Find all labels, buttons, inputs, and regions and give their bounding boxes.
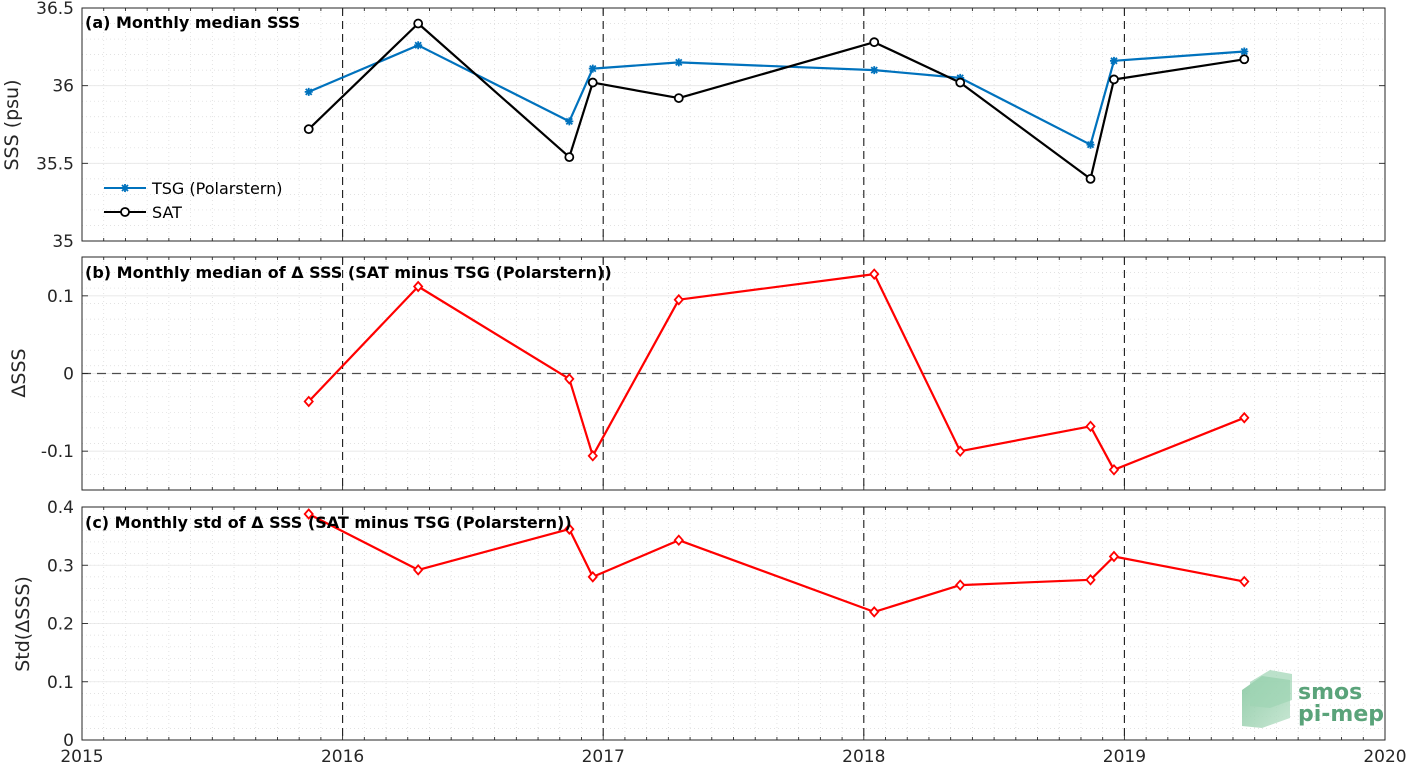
panel-a-series-0-point	[414, 41, 423, 50]
panel-c-y-tick-label: 0.4	[47, 498, 74, 518]
panel-b-series-0-point	[673, 293, 684, 306]
panel-a-y-tick-label: 36	[52, 77, 74, 97]
panel-c: 0 0.1 0.2 0.3 0.4 2015 2016 2017 2018 2019 2020	[47, 498, 1407, 767]
panel-c-ylabel: Std(ΔSSS)	[12, 576, 34, 672]
panel-a-series-0-point	[1086, 140, 1095, 149]
panel-a-series-0-point	[565, 117, 574, 126]
panel-a-series-0-point	[870, 66, 879, 75]
panel-a-series-0-point	[674, 58, 683, 67]
panel-b-title: (b) Monthly median of Δ SSS (SAT minus T…	[85, 263, 612, 282]
panel-a-series-0-point	[304, 87, 313, 96]
panel-a-y-tick-label: 36.5	[36, 0, 74, 19]
panel-a-y-tick-label: 35	[52, 232, 74, 252]
panel-b-series-0-point	[1108, 463, 1120, 476]
legend-marker-sat	[120, 207, 130, 217]
x-tick-label: 2019	[1103, 747, 1146, 767]
legend-label-tsg: TSG (Polarstern)	[151, 179, 282, 198]
panel-c-y-tick-label: 0.1	[47, 673, 74, 693]
panel-c-title: (c) Monthly std of Δ SSS (SAT minus TSG …	[85, 513, 572, 532]
panel-a-series-0-point	[588, 64, 597, 73]
panel-a-y-tick-label: 35.5	[36, 154, 74, 174]
legend-label-sat: SAT	[152, 203, 182, 222]
panel-c-series-0-point	[303, 508, 314, 520]
panel-a-series-1-point	[955, 77, 966, 88]
panel-a-series-1-line	[307, 22, 1245, 180]
panel-c-y-tick-label: 0.2	[47, 615, 74, 635]
smos-pimep-logo: smos pi-mep	[1242, 670, 1384, 728]
x-tick-label: 2020	[1363, 747, 1406, 767]
panel-c-ylabel-group: Std(ΔSSS)	[12, 576, 34, 672]
panel-b: -0.1 0 0.1	[41, 256, 1386, 491]
panel-a-series-1-point	[1239, 54, 1250, 65]
panel-b-ylabel-group: ΔSSS	[8, 348, 30, 397]
panel-a-title: (a) Monthly median SSS	[85, 13, 300, 32]
panel-a-series-1-point	[413, 18, 424, 29]
legend: TSG (Polarstern) SAT	[104, 179, 282, 222]
panel-b-series-0-point	[564, 373, 575, 385]
panel-b-y-tick-label: -0.1	[41, 442, 74, 462]
panel-a-series-1-point	[869, 37, 880, 48]
panel-a-series-1-point	[673, 93, 684, 103]
panel-b-series-0-point	[955, 445, 966, 458]
panel-c-series-0-point	[955, 579, 966, 591]
panel-a-series-1-point	[587, 77, 598, 88]
panel-a-series-1-point	[1109, 74, 1119, 85]
panel-a: 35 35.5 36 36.5	[36, 0, 1386, 252]
panel-a-ylabel-group: SSS (psu)	[1, 79, 23, 170]
panel-b-series-0-line	[307, 273, 1245, 471]
panel-c-series-0-line	[308, 513, 1245, 614]
panel-c-series-0-point	[412, 564, 424, 576]
x-tick-label: 2016	[321, 747, 364, 767]
panel-c-series-0-point	[587, 571, 598, 583]
panel-c-series-0-point	[869, 605, 880, 618]
x-tick-label: 2018	[842, 747, 885, 767]
x-tick-label: 2017	[582, 747, 625, 767]
panel-a-series-0-point	[1240, 47, 1249, 56]
panel-c-series-0-point	[673, 534, 684, 547]
panel-b-series-0-point	[587, 449, 598, 462]
panel-a-series-1-point	[303, 124, 314, 135]
panel-b-series-0-point	[412, 280, 424, 293]
panel-b-series-0-point	[1239, 411, 1250, 424]
panel-a-ylabel: SSS (psu)	[1, 79, 23, 170]
panel-c-series-0-point	[1108, 550, 1120, 563]
panel-a-series-0-line	[308, 44, 1245, 146]
panel-c-series-0-point	[1085, 573, 1096, 586]
panel-b-ylabel: ΔSSS	[8, 348, 30, 397]
panel-c-y-tick-label: 0	[63, 731, 74, 751]
legend-marker-tsg	[121, 184, 129, 192]
panel-c-series-0-point	[1239, 575, 1250, 588]
x-tick-label: 2015	[60, 747, 103, 767]
panel-b-series-0-point	[1085, 420, 1096, 433]
panel-a-series-0-point	[1109, 56, 1118, 65]
logo-text-smos: smos	[1298, 680, 1362, 705]
panel-b-series-0-point	[303, 395, 314, 408]
panel-b-series-0-point	[869, 268, 880, 280]
panel-a-series-1-point	[564, 152, 575, 163]
panel-b-y-tick-label: 0.1	[47, 287, 74, 307]
panel-b-y-tick-label: 0	[63, 365, 74, 385]
panel-c-y-tick-label: 0.3	[47, 556, 74, 576]
panel-a-series-1-point	[1085, 173, 1096, 184]
logo-text-pimep: pi-mep	[1298, 702, 1384, 727]
panel-c-series-0-point	[564, 523, 575, 535]
